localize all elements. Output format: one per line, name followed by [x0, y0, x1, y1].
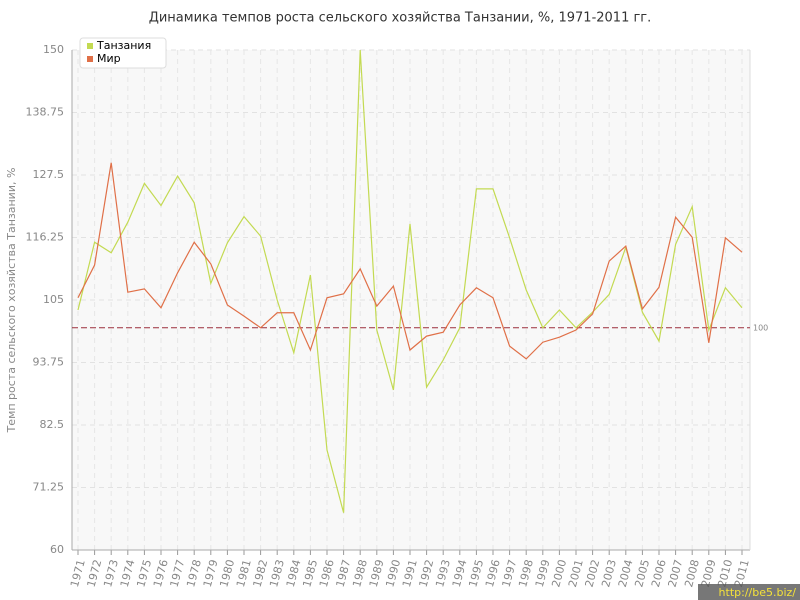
legend-swatch — [87, 56, 93, 62]
y-tick-label: 82.5 — [40, 418, 65, 431]
y-tick-label: 150 — [43, 43, 64, 56]
y-tick-label: 116.25 — [26, 231, 65, 244]
legend-box — [79, 37, 167, 69]
reference-label: 100 — [753, 323, 768, 332]
watermark: http://be5.biz/ — [719, 586, 797, 599]
y-tick-label: 93.75 — [33, 356, 65, 369]
watermark-bg — [698, 584, 800, 600]
legend-label: Танзания — [96, 39, 151, 52]
legend-swatch — [87, 43, 93, 49]
y-axis-label: Темп роста сельского хозяйства Танзании,… — [5, 168, 18, 434]
y-tick-label: 60 — [50, 543, 64, 556]
y-tick-label: 138.75 — [26, 106, 65, 119]
line-series — [77, 162, 743, 360]
y-tick-label: 127.5 — [33, 168, 65, 181]
chart-title: Динамика темпов роста сельского хозяйств… — [149, 11, 652, 26]
y-tick-label: 71.25 — [33, 481, 65, 494]
y-tick-label: 105 — [43, 293, 64, 306]
legend-label: Мир — [97, 52, 121, 65]
